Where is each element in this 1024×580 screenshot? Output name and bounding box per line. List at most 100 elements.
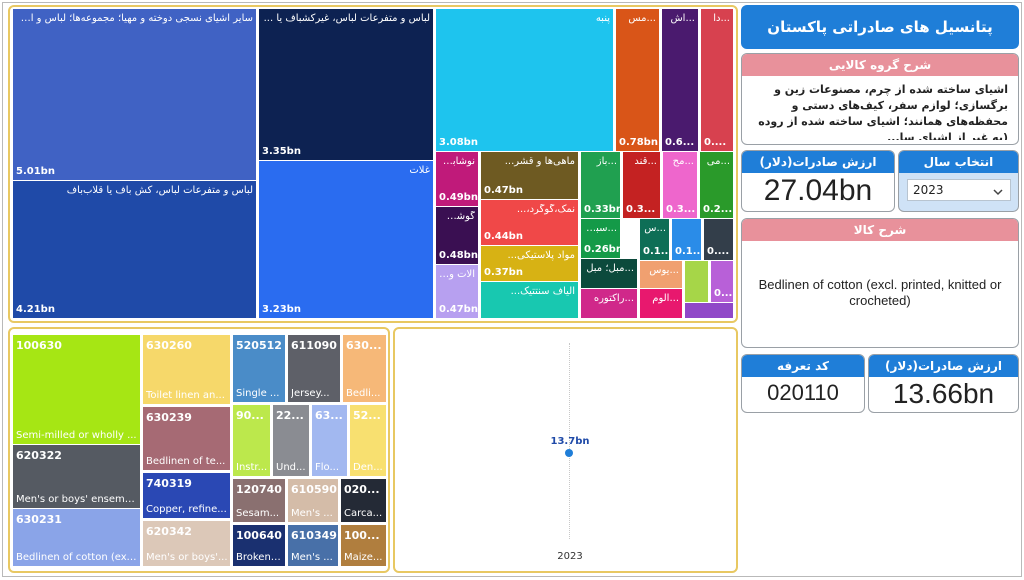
category-tile[interactable]: نوشابه‌ها، آ... 0.49bn [436, 152, 479, 207]
title-card: پتانسیل های صادراتی پاکستان [741, 5, 1019, 49]
category-tile[interactable]: مواد پلاستیکی... 0.37bn [481, 246, 579, 282]
category-tile-value: 3.23bn [262, 304, 301, 315]
product-tile-desc: Flo... [315, 462, 340, 473]
category-tile[interactable]: ...می 0.2... [700, 152, 734, 219]
product-tile[interactable]: 63... Flo... [312, 405, 348, 477]
product-tile-code: 630... [346, 340, 382, 352]
category-tile-label: ...باز [596, 156, 617, 167]
product-tile-desc: Und... [276, 462, 306, 473]
category-tile[interactable]: ...دا 0.... [701, 9, 734, 152]
product-tile[interactable]: 630239 Bedlinen of te... [143, 407, 231, 471]
product-tile-desc: Men's ... [291, 508, 333, 519]
category-tile-value: 0.33bn [584, 204, 621, 215]
category-tile-label: ...قند [634, 156, 657, 167]
product-tile[interactable]: 90... Instr... [233, 405, 271, 477]
product-tile[interactable]: 611090 Jersey... [288, 335, 341, 403]
category-tile[interactable]: ...یوس [640, 261, 683, 289]
category-tile[interactable]: نمک،گوگرد،... 0.44bn [481, 200, 579, 246]
category-tile-value: 0.... [707, 246, 730, 257]
category-tile-label: ...آلوم [652, 293, 679, 304]
category-tile[interactable]: غلات 3.23bn [259, 161, 434, 319]
category-tile-value: 0.... [714, 288, 734, 299]
category-tile[interactable]: ...س 0.1... [640, 219, 670, 261]
product-tile-desc: Single ... [236, 388, 280, 399]
category-tile[interactable]: ...راکتوره [581, 289, 638, 319]
product-tile-code: 63... [315, 410, 343, 422]
category-tile[interactable]: سایر اشیای نسجی دوخته و مهیا؛ مجموعه‌ها؛… [13, 9, 257, 181]
product-tile-desc: Bedlinen of cotton (excl... [16, 552, 138, 563]
category-tile[interactable]: ...قند 0.3... [623, 152, 661, 219]
category-treemap-panel: سایر اشیای نسجی دوخته و مهیا؛ مجموعه‌ها؛… [8, 5, 738, 323]
product-tile[interactable]: 100640 Broken ... [233, 525, 286, 567]
category-tile[interactable]: ...باز 0.33bn [581, 152, 621, 219]
category-tile-value: 0.37bn [484, 267, 523, 278]
category-tile-value: 0.47bn [439, 304, 478, 315]
product-tile[interactable]: 630231 Bedlinen of cotton (excl... [13, 509, 141, 567]
category-tile-value: 0.6... [665, 137, 695, 148]
category-tile[interactable]: لباس و متفرعات لباس، کش باف یا قلاب‌باف 4… [13, 181, 257, 319]
category-tile[interactable]: ...مبل؛ مبل [581, 259, 638, 289]
product-tile[interactable]: 740319 Copper, refine... [143, 473, 231, 519]
category-treemap: سایر اشیای نسجی دوخته و مهیا؛ مجموعه‌ها؛… [13, 9, 734, 319]
year-dropdown[interactable]: 2023 [907, 179, 1011, 201]
category-tile[interactable]: ...مس 0.78bn [616, 9, 660, 152]
category-tile[interactable]: ماهی‌ها و قشر... 0.47bn [481, 152, 579, 200]
product-tile-desc: Instr... [236, 462, 268, 473]
product-tile[interactable]: 620342 Men's or boys'... [143, 521, 231, 567]
product-tile-desc: Men's ... [291, 552, 333, 563]
category-tile[interactable]: لباس و متفرعات لباس، غیرکشباف یا ... 3.35… [259, 9, 434, 161]
category-tile-value: 5.01bn [16, 166, 55, 177]
category-tile[interactable]: ...اش 0.6... [662, 9, 699, 152]
category-tile[interactable]: گوشت و اح... 0.48bn [436, 207, 479, 265]
product-tile[interactable]: 22... Und... [273, 405, 310, 477]
category-tile[interactable]: ...مح 0.3... [663, 152, 698, 219]
product-tile[interactable]: 52... Den... [350, 405, 387, 477]
category-tile[interactable]: پنبه 3.08bn [436, 9, 614, 152]
product-tile[interactable]: 100... Maize... [341, 525, 387, 567]
tariff-card: کد تعرفه 020110 [741, 354, 865, 413]
product-tile[interactable]: 610349 Men's ... [288, 525, 339, 567]
category-tile[interactable]: الیاف سنتتیک... [481, 282, 579, 319]
product-tile-desc: Men's or boys' ensemb... [16, 494, 138, 505]
product-tile[interactable]: 630... Bedli... [343, 335, 387, 403]
export-value-chart-panel: 13.7bn 2023 [393, 327, 738, 573]
product-tile-desc: Den... [353, 462, 383, 473]
product-tile[interactable]: 630260 Toilet linen an... [143, 335, 231, 405]
category-tile-label: نوشابه‌ها، آ... [439, 156, 475, 167]
data-point[interactable] [565, 449, 573, 457]
product-tile[interactable]: 020... Carca... [341, 479, 387, 523]
category-tile[interactable] [685, 303, 734, 319]
product-tile-code: 100640 [236, 530, 282, 542]
category-tile-value: 0.3... [626, 204, 656, 215]
category-tile[interactable]: ...سبزیجا 0.26bn [581, 219, 621, 259]
product-tile-desc: Men's or boys'... [146, 552, 228, 563]
category-tile-label: ...مح [672, 156, 694, 167]
category-tile-label: مواد پلاستیکی... [507, 250, 576, 261]
total-export-card: ارزش صادرات(دلار) 27.04bn [741, 150, 895, 212]
category-tile-label: ...مبل؛ مبل [586, 263, 634, 274]
product-tile[interactable]: 620322 Men's or boys' ensemb... [13, 445, 141, 509]
category-tile[interactable]: ...آلوم [640, 289, 683, 319]
product-tile-code: 22... [276, 410, 304, 422]
category-tile-label: نمک،گوگرد،... [516, 204, 575, 215]
category-tile-label: سایر اشیای نسجی دوخته و مهیا؛ مجموعه‌ها؛… [16, 13, 253, 24]
category-tile[interactable]: 0.... [711, 261, 734, 303]
category-tile-value: 0.3... [666, 204, 696, 215]
product-tile-desc: Jersey... [291, 388, 330, 399]
product-desc-card: شرح کالا Bedlinen of cotton (excl. print… [741, 218, 1019, 348]
product-tile[interactable]: 120740 Sesam... [233, 479, 286, 523]
product-tile-desc: Bedlinen of te... [146, 456, 226, 467]
category-tile[interactable]: آلات و دست... 0.47bn [436, 265, 479, 319]
product-desc-header: شرح کالا [742, 219, 1018, 241]
product-tile-code: 740319 [146, 478, 192, 490]
category-tile[interactable]: 0.... [704, 219, 734, 261]
product-tile[interactable]: 100630 Semi-milled or wholly ... [13, 335, 141, 445]
x-axis-label: 2023 [557, 551, 583, 562]
category-tile-value: 0.2... [703, 204, 733, 215]
category-tile[interactable] [685, 261, 709, 303]
product-tile[interactable]: 520512 Single ... [233, 335, 286, 403]
category-tile[interactable]: 0.1... [672, 219, 702, 261]
category-tile-label: الیاف سنتتیک... [510, 286, 575, 297]
product-tile[interactable]: 610590 Men's ... [288, 479, 339, 523]
category-tile-value: 4.21bn [16, 304, 55, 315]
